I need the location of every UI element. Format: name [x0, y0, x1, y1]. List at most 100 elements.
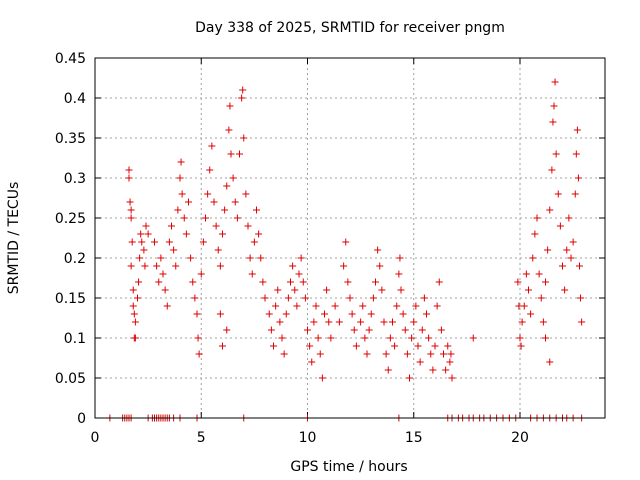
data-point: [125, 166, 133, 174]
chart-title: Day 338 of 2025, SRMTID for receiver png…: [195, 20, 505, 36]
data-point: [433, 302, 441, 310]
data-point: [223, 326, 231, 334]
data-point: [391, 342, 399, 350]
data-point: [194, 334, 202, 342]
data-point: [572, 150, 580, 158]
y-tick-label: 0.25: [55, 211, 86, 227]
data-point: [141, 262, 149, 270]
data-point: [525, 286, 532, 294]
data-point: [518, 318, 526, 326]
y-tick-label: 0.3: [64, 171, 86, 187]
data-point: [267, 326, 275, 334]
data-point: [223, 182, 231, 190]
data-point: [316, 350, 324, 358]
data-point: [429, 366, 437, 374]
data-point: [546, 206, 554, 214]
data-point: [250, 238, 258, 246]
data-point: [180, 214, 188, 222]
data-point: [517, 342, 525, 350]
data-point: [403, 350, 411, 358]
data-point: [323, 286, 331, 294]
data-point: [236, 150, 243, 158]
data-point: [335, 318, 343, 326]
data-point: [134, 294, 141, 302]
data-point: [138, 238, 146, 246]
data-point: [533, 214, 541, 222]
data-point: [128, 238, 136, 246]
data-point: [406, 374, 413, 382]
data-point: [546, 358, 554, 366]
data-point: [367, 310, 375, 318]
data-point: [229, 174, 237, 182]
data-point: [382, 350, 390, 358]
data-points: [106, 78, 586, 422]
axis-ticks: 0 0.05 0.1 0.15 0.2 0.25 0.3 0.35 0.4 0.45 0 5 10 15 2…: [55, 51, 605, 446]
data-point: [168, 222, 175, 230]
data-point: [447, 350, 455, 358]
data-point: [365, 326, 373, 334]
data-point: [244, 222, 252, 230]
data-point: [312, 302, 320, 310]
data-point: [204, 190, 212, 198]
data-point: [240, 134, 248, 142]
y-tick-label: 0.4: [64, 91, 86, 107]
data-point: [172, 262, 180, 270]
data-point: [226, 102, 234, 110]
data-point: [238, 94, 246, 102]
data-point: [372, 278, 379, 286]
data-point: [531, 230, 539, 238]
data-point: [239, 86, 247, 94]
x-tick-label: 0: [91, 430, 100, 446]
data-point: [448, 374, 456, 382]
data-point: [516, 334, 524, 342]
data-point: [393, 302, 401, 310]
data-point: [310, 318, 318, 326]
data-point: [295, 270, 303, 278]
data-point: [331, 302, 339, 310]
data-point: [210, 198, 218, 206]
data-point: [446, 358, 454, 366]
data-point: [187, 254, 195, 262]
data-point: [384, 366, 392, 374]
data-point: [161, 286, 169, 294]
data-point: [574, 174, 582, 182]
data-point: [556, 222, 564, 230]
data-point: [219, 342, 226, 350]
data-point: [219, 230, 226, 238]
data-point: [397, 286, 405, 294]
data-point: [522, 270, 530, 278]
data-point: [253, 206, 260, 214]
data-point: [176, 174, 184, 182]
data-point: [520, 302, 528, 310]
y-tick-label: 0.1: [64, 331, 86, 347]
data-point: [282, 310, 290, 318]
data-point: [418, 326, 426, 334]
data-point: [567, 254, 575, 262]
data-point: [321, 310, 328, 318]
data-point: [577, 294, 585, 302]
data-point: [380, 318, 388, 326]
data-point: [142, 222, 150, 230]
data-point: [549, 118, 557, 126]
x-tick-label: 10: [299, 430, 317, 446]
data-point: [191, 294, 199, 302]
data-point: [578, 318, 586, 326]
data-point: [182, 230, 190, 238]
data-point: [542, 278, 549, 286]
data-point: [431, 342, 439, 350]
data-point: [442, 366, 450, 374]
data-point: [565, 214, 573, 222]
data-point: [554, 190, 562, 198]
data-point: [126, 198, 134, 206]
data-point: [529, 254, 537, 262]
data-point: [414, 342, 422, 350]
data-point: [216, 310, 224, 318]
data-point: [301, 294, 309, 302]
y-tick-label: 0.35: [55, 131, 86, 147]
data-point: [125, 174, 133, 182]
data-point: [469, 334, 477, 342]
data-point: [325, 318, 333, 326]
data-point: [129, 302, 137, 310]
data-point: [374, 246, 382, 254]
